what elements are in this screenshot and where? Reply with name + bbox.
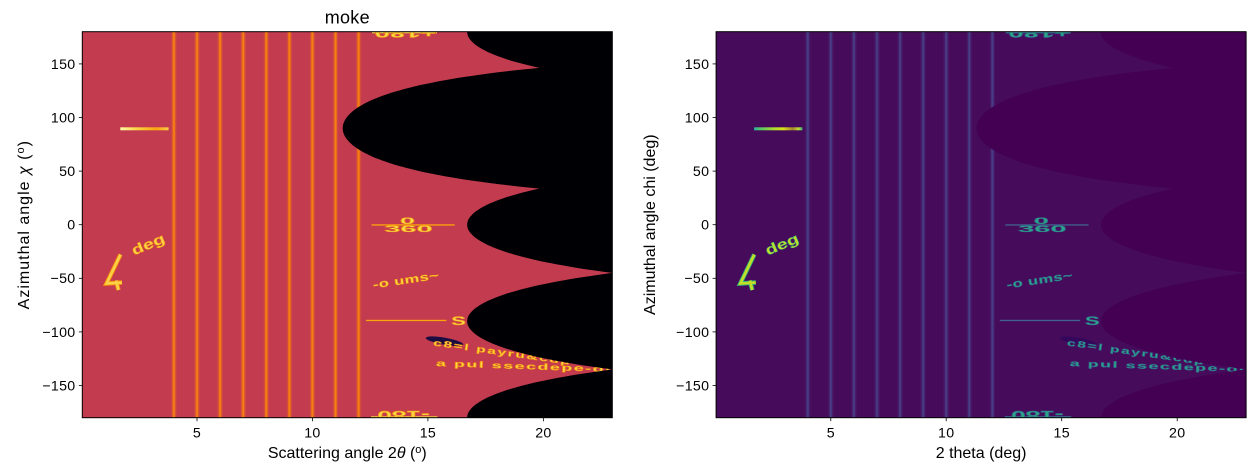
svg-text:150: 150 (51, 57, 76, 73)
svg-text:−50: −50 (684, 271, 709, 287)
svg-text:10: 10 (304, 426, 320, 442)
svg-text:S: S (1085, 314, 1100, 327)
svg-text:−150: −150 (42, 378, 75, 394)
svg-text:15: 15 (1054, 426, 1070, 442)
svg-text:Azimuthal angle χ (o): Azimuthal angle χ (o) (15, 140, 33, 309)
svg-text:+180: +180 (375, 25, 437, 39)
svg-text:−150: −150 (676, 378, 709, 394)
svg-text:50: 50 (693, 164, 709, 180)
svg-text:360: 360 (384, 224, 433, 234)
svg-text:moke: moke (325, 8, 370, 28)
svg-text:5: 5 (193, 426, 201, 442)
svg-text:-180: -180 (1011, 408, 1064, 422)
svg-text:0: 0 (1034, 216, 1049, 226)
svg-text:Scattering angle 2θ (o): Scattering angle 2θ (o) (268, 444, 427, 462)
svg-text:−100: −100 (676, 325, 709, 341)
svg-text:−100: −100 (42, 325, 75, 341)
svg-text:150: 150 (685, 57, 710, 73)
svg-text:15: 15 (420, 426, 436, 442)
svg-text:Azimuthal angle chi (deg): Azimuthal angle chi (deg) (642, 134, 659, 315)
svg-text:20: 20 (1169, 426, 1185, 442)
svg-text:-180: -180 (377, 408, 430, 422)
svg-text:S: S (451, 314, 466, 327)
svg-text:360: 360 (1018, 224, 1067, 234)
svg-text:20: 20 (535, 426, 551, 442)
svg-text:10: 10 (938, 426, 954, 442)
svg-text:100: 100 (51, 110, 76, 126)
svg-text:5: 5 (827, 426, 835, 442)
svg-text:+180: +180 (1008, 25, 1070, 39)
svg-text:2 theta (deg): 2 theta (deg) (936, 445, 1027, 462)
svg-text:50: 50 (59, 164, 75, 180)
svg-text:0: 0 (701, 218, 709, 234)
svg-text:−50: −50 (51, 271, 76, 287)
svg-text:0: 0 (400, 216, 415, 226)
svg-text:0: 0 (67, 218, 75, 234)
svg-text:100: 100 (685, 110, 710, 126)
